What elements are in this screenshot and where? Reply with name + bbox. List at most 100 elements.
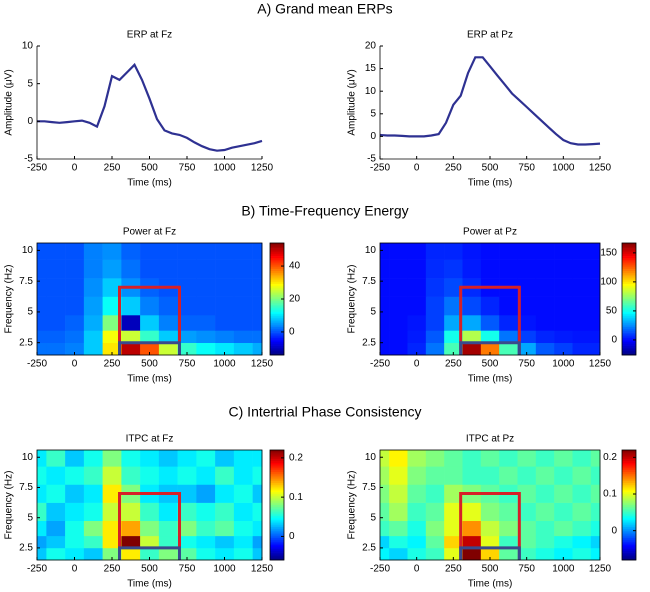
heat-cell — [480, 547, 500, 561]
heat-cell — [425, 278, 445, 297]
colorbar-step — [270, 453, 284, 456]
heat-cell — [215, 484, 235, 503]
y-tick-label: 2.5 — [19, 337, 33, 348]
heat-cell — [215, 330, 235, 343]
heat-cell — [590, 315, 601, 331]
y-tick-label: 10 — [22, 245, 34, 256]
heat-cell — [177, 330, 197, 343]
y-axis-label: Frequency (Hz) — [347, 471, 358, 540]
heat-cell — [252, 278, 263, 297]
heat-cell — [554, 342, 573, 356]
colorbar-label: 0 — [289, 327, 295, 338]
colorbar-step — [622, 289, 636, 292]
heat-cell — [389, 315, 408, 331]
heat-cell — [46, 315, 66, 331]
x-tick-label: 250 — [445, 163, 462, 174]
y-tick-label: 7.5 — [362, 482, 376, 493]
colorbar-step — [622, 334, 636, 337]
heat-cell — [444, 502, 463, 522]
window-box — [118, 546, 181, 560]
heat-cell — [233, 450, 253, 467]
colorbar-step — [622, 315, 636, 318]
heat-cell — [480, 259, 500, 279]
colorbar-step — [622, 483, 636, 486]
heat-cell — [554, 520, 573, 537]
heat-cell — [407, 278, 427, 297]
colorbar-step — [622, 304, 636, 307]
heat-cell — [444, 547, 463, 561]
heat-cell — [480, 450, 500, 467]
heat-cell — [177, 535, 197, 549]
heat-cell — [140, 547, 160, 561]
heat-cell — [590, 342, 601, 356]
heat-cell — [425, 502, 445, 522]
colorbar-step — [270, 328, 284, 332]
heat-cell — [499, 520, 518, 537]
colorbar-step — [622, 325, 636, 328]
x-tick-label: 1000 — [552, 163, 575, 174]
window-box — [459, 492, 521, 560]
colorbar-step — [270, 530, 284, 533]
colorbar-step — [270, 330, 284, 333]
heat-cell — [37, 502, 47, 522]
colorbar-step — [270, 252, 284, 255]
heat-cell — [252, 535, 263, 549]
colorbar-step — [270, 313, 284, 317]
heat-cell — [65, 278, 85, 297]
x-axis-label: Time (ms) — [127, 178, 172, 189]
colorbar-step — [270, 543, 284, 546]
heat-cell — [554, 259, 573, 279]
panel-title: ITPC at Fz — [126, 434, 174, 445]
heat-cell — [462, 243, 482, 260]
colorbar-step — [270, 521, 284, 524]
x-tick-label: 0 — [72, 359, 78, 370]
heat-cell — [233, 330, 253, 343]
section-title: A) Grand mean ERPs — [257, 1, 392, 17]
heat-cell — [572, 259, 592, 279]
colorbar-step — [622, 312, 636, 315]
heat-cell — [380, 330, 390, 343]
heat-cell — [83, 330, 103, 343]
heat-cell — [389, 450, 408, 467]
heat-cell — [46, 296, 66, 316]
colorbar-step — [622, 330, 636, 333]
heat-cell — [46, 484, 66, 503]
heat-cell — [177, 484, 197, 503]
colorbar-step — [622, 517, 636, 520]
heat-cell — [83, 296, 103, 316]
y-tick-label: 2.5 — [362, 337, 376, 348]
colorbar-step — [622, 310, 636, 313]
colorbar-step — [270, 321, 284, 324]
colorbar-step — [270, 455, 284, 458]
colorbar-step — [270, 332, 284, 335]
colorbar-step — [270, 475, 284, 478]
heat-cell — [83, 520, 103, 537]
heat-cell — [444, 330, 463, 343]
colorbar-step — [270, 250, 284, 253]
colorbar-step — [622, 497, 636, 500]
colorbar-step — [622, 246, 636, 249]
colorbar-label: 100 — [600, 277, 617, 288]
heat-cell — [46, 330, 66, 343]
heat-cell — [158, 466, 178, 485]
heat-cell — [46, 502, 66, 522]
heat-cell — [102, 466, 122, 485]
heat-cell — [517, 466, 537, 485]
colorbar-step — [270, 299, 284, 302]
heat-cell — [380, 520, 390, 537]
heat-cell — [380, 535, 390, 549]
colorbar-step — [270, 265, 284, 268]
colorbar-step — [270, 457, 284, 460]
colorbar-step — [270, 490, 284, 493]
heat-cell — [83, 259, 103, 279]
colorbar-step — [270, 539, 284, 542]
window-box — [459, 341, 521, 355]
x-tick-label: 750 — [518, 564, 535, 575]
colorbar-step — [270, 547, 284, 550]
heat-cell — [65, 535, 85, 549]
heat-cell — [233, 315, 253, 331]
heat-cell — [407, 315, 427, 331]
axes-box — [36, 242, 263, 356]
colorbar-step — [622, 556, 636, 559]
